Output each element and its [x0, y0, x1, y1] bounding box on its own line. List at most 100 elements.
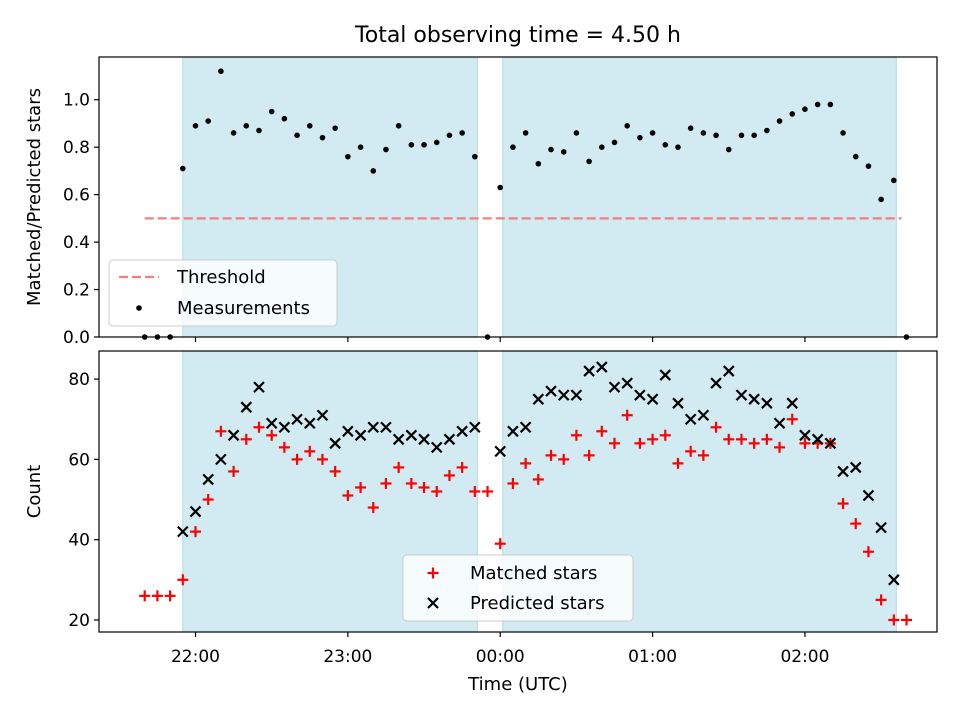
measurement-point [789, 111, 796, 117]
legend-bottom: Matched stars Predicted stars [402, 554, 634, 622]
x-b [469, 421, 481, 434]
measurement-point [586, 158, 592, 165]
predicted-star-point [583, 365, 595, 377]
matched-star-point [316, 453, 328, 465]
measurement-point [840, 130, 846, 136]
matched-star-point [520, 457, 532, 469]
x-b [849, 461, 862, 474]
measurement-point [725, 146, 732, 153]
predicted-star-point [265, 417, 278, 430]
predicted-star-point [316, 409, 329, 422]
measurement-point [649, 130, 656, 136]
x-b [888, 574, 900, 586]
x-b [608, 381, 621, 393]
matched-star-point [621, 409, 633, 421]
x-b [519, 421, 532, 434]
matched-star-point [672, 457, 684, 469]
predicted-star-point [837, 465, 849, 478]
predicted-star-point [888, 574, 900, 586]
x-b [265, 417, 278, 430]
x-b [545, 385, 557, 397]
x-b [773, 417, 786, 430]
measurement-point [370, 168, 377, 174]
y-tick-label: 80 [68, 370, 90, 390]
legend-measurement-swatch [136, 305, 142, 311]
matched-star-point [380, 477, 392, 489]
legend-matched-label: Matched stars [470, 563, 597, 584]
matched-star-point [596, 425, 608, 437]
measurement-point [256, 127, 262, 134]
x-b [659, 369, 672, 381]
matched-star-point [583, 449, 595, 461]
measurement-point [268, 108, 275, 115]
x-tick-label: 23:00 [323, 647, 372, 667]
chart-title: Total observing time = 4.50 h [354, 23, 681, 48]
measurement-point [776, 118, 783, 124]
matched-star-point [278, 441, 290, 453]
predicted-star-point [418, 433, 430, 446]
x-b [583, 365, 595, 377]
predicted-star-point [811, 433, 824, 446]
measurement-point [408, 141, 415, 148]
y-tick-label: 0.4 [63, 233, 90, 253]
predicted-star-point [227, 429, 240, 442]
count-panel: 20 40 60 80 22:00 23:00 00:00 01:00 02:00 Count Ma… [24, 350, 938, 667]
x-b [862, 489, 875, 502]
matched-star-point [901, 614, 913, 626]
x-b [722, 365, 735, 377]
measurement-point [510, 144, 516, 150]
measurement-point [218, 68, 224, 75]
x-b [494, 445, 507, 458]
x-b [189, 505, 202, 518]
x-b [342, 425, 354, 438]
matched-star-point [253, 421, 265, 433]
measurement-point [243, 123, 250, 129]
predicted-star-point [684, 413, 697, 426]
matched-star-point [875, 594, 887, 606]
legend-top: Threshold Measurements [108, 259, 338, 327]
measurement-point [891, 177, 897, 184]
matched-star-point [177, 574, 189, 586]
matched-star-point [888, 614, 900, 626]
x-b [672, 397, 684, 409]
matched-star-point [215, 425, 227, 437]
predicted-star-point [672, 397, 684, 409]
predicted-star-point [392, 433, 405, 446]
x-tick-label: 00:00 [476, 647, 525, 667]
measurement-point [662, 141, 669, 148]
y-tick-label: 0.8 [63, 138, 90, 158]
predicted-star-point [303, 417, 316, 430]
predicted-star-point [202, 473, 214, 486]
x-b [215, 453, 227, 466]
predicted-star-point [380, 421, 392, 434]
predicted-star-point [773, 417, 786, 430]
predicted-star-point [405, 429, 418, 442]
measurement-point [421, 141, 427, 148]
predicted-star-point [215, 453, 227, 466]
x-tick-label: 01:00 [628, 647, 677, 667]
x-b [202, 473, 214, 486]
measurement-point [611, 139, 618, 146]
measurement-point [357, 144, 364, 150]
x-b [824, 437, 837, 450]
predicted-star-point [761, 397, 773, 409]
measurement-point [345, 153, 351, 160]
x-b [532, 393, 545, 405]
x-b [799, 429, 811, 442]
matched-star-point [723, 433, 735, 445]
measurement-point [332, 125, 338, 131]
y-axis-label: Count [24, 465, 45, 518]
x-b [697, 409, 710, 422]
matched-star-point [837, 498, 849, 510]
predicted-star-point [786, 397, 799, 409]
legend-box [402, 554, 634, 622]
measurement-point [459, 130, 465, 136]
x-b [811, 433, 824, 446]
x-axis-label: Time (UTC) [467, 674, 568, 695]
measurement-point [281, 115, 288, 122]
x-b [329, 437, 341, 450]
x-b [240, 401, 253, 413]
matched-star-point [748, 437, 760, 449]
matched-star-point [304, 445, 316, 457]
